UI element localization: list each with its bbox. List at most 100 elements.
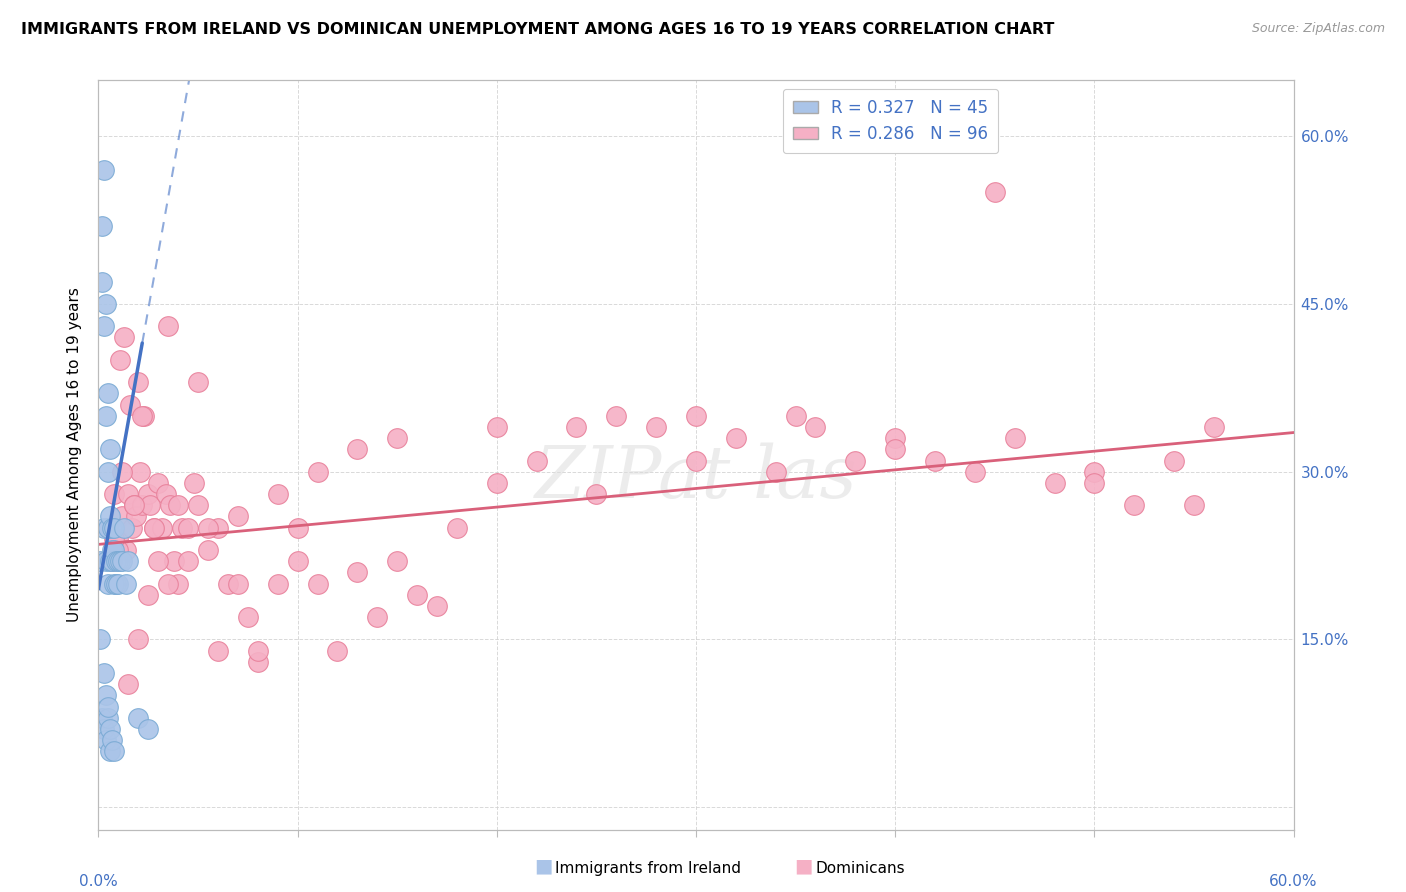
Point bbox=[148, 475, 170, 490]
Point bbox=[93, 722, 115, 736]
Point bbox=[103, 576, 125, 591]
Point bbox=[97, 699, 120, 714]
Point bbox=[136, 722, 159, 736]
Point bbox=[197, 543, 219, 558]
Point bbox=[685, 453, 707, 467]
Point bbox=[172, 520, 194, 534]
Point bbox=[287, 520, 309, 534]
Point bbox=[924, 453, 946, 467]
Point bbox=[207, 520, 229, 534]
Point bbox=[605, 409, 627, 423]
Point bbox=[112, 520, 135, 534]
Point bbox=[485, 475, 508, 490]
Point bbox=[96, 733, 118, 747]
Point bbox=[159, 498, 181, 512]
Point bbox=[150, 520, 173, 534]
Point bbox=[267, 487, 290, 501]
Point bbox=[139, 498, 162, 512]
Point bbox=[117, 487, 139, 501]
Point bbox=[197, 520, 219, 534]
Point bbox=[1202, 420, 1225, 434]
Point bbox=[97, 520, 120, 534]
Point bbox=[117, 677, 139, 691]
Point bbox=[115, 543, 138, 558]
Point bbox=[884, 442, 907, 457]
Point bbox=[98, 442, 122, 457]
Point bbox=[385, 431, 409, 445]
Point bbox=[963, 465, 986, 479]
Point bbox=[97, 386, 120, 401]
Point bbox=[101, 554, 124, 568]
Point bbox=[96, 297, 118, 311]
Point bbox=[107, 576, 129, 591]
Point bbox=[103, 487, 125, 501]
Point bbox=[526, 453, 548, 467]
Point bbox=[101, 733, 124, 747]
Point bbox=[446, 520, 468, 534]
Point bbox=[226, 576, 249, 591]
Point bbox=[1083, 475, 1105, 490]
Point bbox=[96, 554, 118, 568]
Point bbox=[844, 453, 866, 467]
Point bbox=[107, 532, 129, 546]
Point bbox=[96, 689, 118, 703]
Point bbox=[125, 509, 148, 524]
Point bbox=[346, 442, 368, 457]
Point bbox=[177, 520, 200, 534]
Text: IMMIGRANTS FROM IRELAND VS DOMINICAN UNEMPLOYMENT AMONG AGES 16 TO 19 YEARS CORR: IMMIGRANTS FROM IRELAND VS DOMINICAN UNE… bbox=[21, 22, 1054, 37]
Point bbox=[136, 588, 159, 602]
Point bbox=[1043, 475, 1066, 490]
Point bbox=[93, 665, 115, 680]
Point bbox=[645, 420, 668, 434]
Point bbox=[246, 643, 269, 657]
Text: ■: ■ bbox=[534, 857, 553, 876]
Point bbox=[1083, 465, 1105, 479]
Text: Dominicans: Dominicans bbox=[815, 861, 905, 876]
Point bbox=[287, 554, 309, 568]
Point bbox=[187, 376, 209, 390]
Point bbox=[89, 554, 111, 568]
Text: 60.0%: 60.0% bbox=[1270, 874, 1317, 889]
Point bbox=[143, 520, 166, 534]
Point bbox=[111, 554, 134, 568]
Point bbox=[226, 509, 249, 524]
Point bbox=[107, 543, 129, 558]
Point bbox=[485, 420, 508, 434]
Point bbox=[103, 520, 125, 534]
Point bbox=[97, 576, 120, 591]
Point bbox=[121, 520, 143, 534]
Point bbox=[134, 409, 156, 423]
Text: Source: ZipAtlas.com: Source: ZipAtlas.com bbox=[1251, 22, 1385, 36]
Point bbox=[183, 475, 205, 490]
Point bbox=[406, 588, 429, 602]
Point bbox=[177, 554, 200, 568]
Text: 0.0%: 0.0% bbox=[79, 874, 118, 889]
Point bbox=[101, 520, 124, 534]
Text: Immigrants from Ireland: Immigrants from Ireland bbox=[555, 861, 741, 876]
Point bbox=[101, 554, 124, 568]
Point bbox=[127, 711, 149, 725]
Point bbox=[98, 509, 122, 524]
Point bbox=[111, 465, 134, 479]
Point bbox=[117, 554, 139, 568]
Point bbox=[236, 610, 259, 624]
Point bbox=[167, 498, 190, 512]
Point bbox=[136, 487, 159, 501]
Point bbox=[97, 520, 120, 534]
Point bbox=[217, 576, 239, 591]
Point bbox=[97, 465, 120, 479]
Legend: R = 0.327   N = 45, R = 0.286   N = 96: R = 0.327 N = 45, R = 0.286 N = 96 bbox=[783, 88, 998, 153]
Point bbox=[91, 275, 114, 289]
Point bbox=[984, 185, 1007, 199]
Text: ■: ■ bbox=[794, 857, 813, 876]
Point bbox=[111, 509, 134, 524]
Y-axis label: Unemployment Among Ages 16 to 19 years: Unemployment Among Ages 16 to 19 years bbox=[67, 287, 83, 623]
Point bbox=[685, 409, 707, 423]
Point bbox=[155, 487, 177, 501]
Point bbox=[143, 520, 166, 534]
Point bbox=[103, 532, 125, 546]
Point bbox=[267, 576, 290, 591]
Text: ZIPat las: ZIPat las bbox=[534, 442, 858, 513]
Point bbox=[103, 543, 125, 558]
Point bbox=[127, 376, 149, 390]
